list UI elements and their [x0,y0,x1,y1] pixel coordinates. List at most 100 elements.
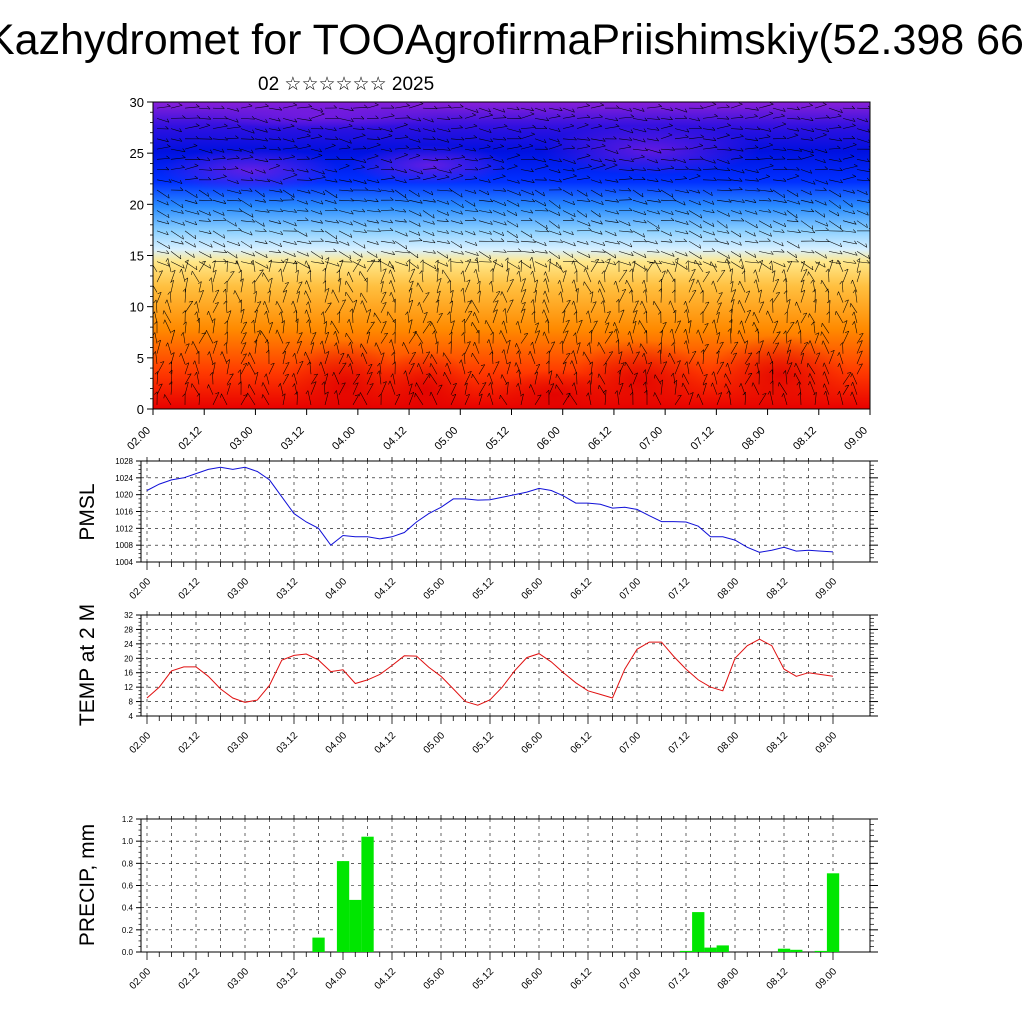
wind-barb [380,321,387,334]
wind-barb-feather [851,311,855,316]
wind-barb [771,369,774,385]
wind-barb [716,312,720,324]
wind-barb [310,199,324,205]
wind-barb-feather [194,234,197,239]
wind-barb-feather [839,280,843,285]
wind-barb [590,230,603,235]
wind-barb [674,107,688,113]
wind-barb [366,179,380,184]
wind-barb-feather [223,300,227,305]
wind-barb [310,251,323,260]
wind-barb-feather [223,217,227,221]
wind-barb [646,251,660,253]
wind-barb-feather [207,105,211,110]
wind-barb-feather [248,103,253,107]
wind-barb [632,220,647,224]
wind-barb-feather [448,188,453,192]
wind-barb [856,240,868,248]
wind-barb-feather [684,309,687,314]
wind-barb-feather [235,260,238,265]
wind-barb-feather [866,259,870,264]
wind-barb [184,165,199,170]
wind-barb [366,240,379,245]
wind-barb [517,321,522,334]
wind-barb [798,381,802,395]
wind-barb-feather [306,252,309,257]
wind-barb [324,169,338,173]
wind-barb [310,373,318,385]
wind-barb-feather [769,163,774,167]
wind-barb-feather [801,261,805,264]
wind-barb [282,189,295,198]
wind-barb-feather [207,157,211,161]
wind-barb [184,343,190,354]
wind-barb [184,382,189,395]
wind-barb [800,220,814,230]
wind-barb [352,251,363,258]
wind-barb-feather [180,332,184,336]
cross-section-ytick-label: 20 [130,197,144,212]
wind-barb-feather [304,309,307,314]
wind-barb [335,331,340,344]
wind-barb-feather [325,331,329,335]
wind-barb-feather [696,393,699,398]
wind-barb [548,251,560,260]
wind-barb-feather [390,105,395,109]
wind-barb-feather [766,351,769,356]
wind-barb [294,383,298,395]
wind-barb [800,353,805,365]
wind-barb-feather [620,362,625,365]
wind-barb-feather [615,198,619,203]
wind-barb [725,383,732,395]
wind-barb [814,189,827,191]
wind-barb-feather [283,289,288,293]
wind-barb-feather [627,144,632,148]
wind-barb [772,115,785,119]
wind-barb-feather [571,113,576,117]
wind-barb [660,379,663,395]
wind-barb [562,125,574,129]
wind-barb-feather [614,254,617,259]
wind-barb [324,288,330,303]
wind-barb [562,107,575,113]
wind-barb [814,199,827,206]
wind-barb-feather [473,135,478,138]
wind-barb-feather [446,138,450,143]
wind-barb [807,363,816,375]
wind-barb [394,117,410,119]
wind-barb [755,279,760,293]
wind-barb-feather [251,149,254,154]
wind-barb-feather [445,174,450,178]
wind-barb-feather [291,168,295,172]
wind-barb [730,116,744,119]
wind-barb [506,210,518,217]
wind-barb-feather [489,230,492,235]
wind-barb-feather [530,299,534,303]
wind-barb [518,350,522,365]
wind-barb [856,107,870,110]
wind-barb [390,269,396,283]
wind-barb-feather [570,123,575,127]
wind-barb [221,351,228,365]
wind-barb [842,320,848,334]
wind-barb-feather [484,320,487,325]
wind-barb-feather [711,200,715,205]
wind-barb [366,251,378,258]
wind-barb-feather [778,382,780,387]
wind-barb-feather [756,370,760,374]
panel-xtick-label: 06.12 [569,576,595,602]
wind-barb [828,261,841,265]
wind-barb [604,389,607,405]
wind-barb-feather [199,290,204,293]
wind-barb-feather [305,208,309,212]
wind-barb-feather [686,128,690,133]
wind-barb [450,145,463,150]
wind-barb-feather [782,370,786,374]
wind-barb [688,260,690,272]
wind-barb [421,270,424,283]
wind-barb [226,342,228,354]
wind-barb-feather [382,268,387,271]
wind-barb [394,105,410,109]
wind-barb [198,240,213,248]
wind-barb-feather [565,319,570,322]
